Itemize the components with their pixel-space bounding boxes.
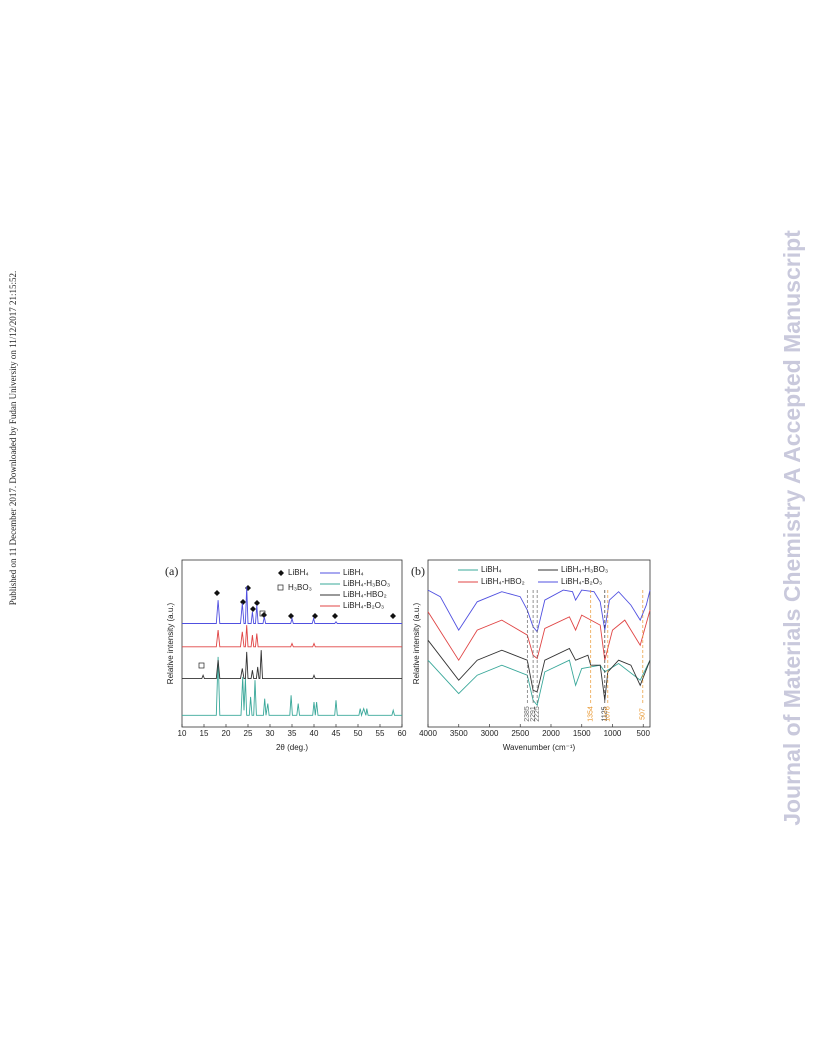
- x-tick-label: 25: [244, 729, 253, 738]
- side-note: Published on 11 December 2017. Downloade…: [8, 271, 18, 606]
- x-tick-label: 60: [398, 729, 407, 738]
- x-axis-label: Wavenumber (cm⁻¹): [503, 743, 576, 752]
- series-line: [427, 589, 651, 633]
- legend-square: [277, 584, 284, 591]
- x-tick-label: 55: [376, 729, 385, 738]
- x-tick-label: 15: [200, 729, 209, 738]
- x-tick-label: 3500: [450, 729, 468, 738]
- x-tick-label: 45: [332, 729, 341, 738]
- x-tick-label: 50: [354, 729, 363, 738]
- diamond-marker: [245, 585, 251, 591]
- journal-banner: Journal of Materials Chemistry A Accepte…: [779, 230, 805, 826]
- diamond-marker: [332, 613, 338, 619]
- legend-label: LiBH₄-HBO₂: [343, 590, 387, 599]
- panel-label: (b): [411, 564, 425, 578]
- x-tick-label: 1000: [604, 729, 622, 738]
- x-tick-label: 35: [288, 729, 297, 738]
- phase-markers: [214, 570, 396, 619]
- square-markers: [198, 584, 284, 669]
- x-tick-label: 500: [637, 729, 651, 738]
- series-line: [182, 656, 402, 718]
- marker-legend-label: LiBH₄: [288, 568, 309, 577]
- legend-diamond: [278, 570, 284, 576]
- y-axis-label: Relative intensity (a.u.): [412, 602, 421, 684]
- annotation-label: 2225: [534, 706, 541, 722]
- diamond-marker: [390, 613, 396, 619]
- x-tick-label: 1500: [573, 729, 591, 738]
- x-tick-label: 2500: [511, 729, 529, 738]
- x-tick-label: 30: [266, 729, 275, 738]
- x-tick-label: 10: [178, 729, 187, 738]
- legend-label: LiBH₄-B₂O₃: [561, 577, 602, 586]
- diamond-marker: [240, 599, 246, 605]
- legend-label: LiBH₄-H₃BO₃: [343, 579, 390, 588]
- annotation-label: 2385: [524, 706, 531, 722]
- panel-label: (a): [165, 564, 178, 578]
- x-tick-label: 4000: [419, 729, 437, 738]
- diamond-marker: [312, 613, 318, 619]
- series-line: [182, 625, 402, 648]
- x-tick-label: 20: [222, 729, 231, 738]
- legend-label: LiBH₄-HBO₂: [481, 577, 525, 586]
- diamond-marker: [288, 613, 294, 619]
- y-axis-label: Relative intensity (a.u.): [166, 602, 175, 684]
- annotation-label: 507: [640, 708, 647, 720]
- diamond-marker: [214, 590, 220, 596]
- annotation-label: 1125: [602, 706, 609, 721]
- diamond-marker: [250, 606, 256, 612]
- square-marker: [198, 662, 205, 669]
- series-line: [182, 650, 402, 680]
- diamond-marker: [261, 612, 267, 618]
- legend-label: LiBH₄-B₂O₃: [343, 601, 384, 610]
- x-tick-label: 40: [310, 729, 319, 738]
- series-line: [427, 609, 651, 662]
- series-line: [182, 586, 402, 624]
- marker-legend-label: H₃BO₃: [288, 583, 312, 592]
- legend-label: LiBH₄: [343, 568, 364, 577]
- square-marker: [259, 610, 266, 617]
- legend-label: LiBH₄: [481, 565, 502, 574]
- annotation-label: 1076: [605, 706, 612, 722]
- series-line: [427, 639, 651, 701]
- annotation-label: 1354: [588, 706, 595, 722]
- plot-frame: [427, 559, 651, 728]
- diamond-marker: [254, 600, 260, 606]
- annotation-label: 2291: [530, 706, 537, 722]
- x-axis-label: 2θ (deg.): [276, 743, 308, 752]
- x-tick-label: 3000: [481, 729, 499, 738]
- legend-label: LiBH₄-H₃BO₃: [561, 565, 608, 574]
- x-tick-label: 2000: [542, 729, 560, 738]
